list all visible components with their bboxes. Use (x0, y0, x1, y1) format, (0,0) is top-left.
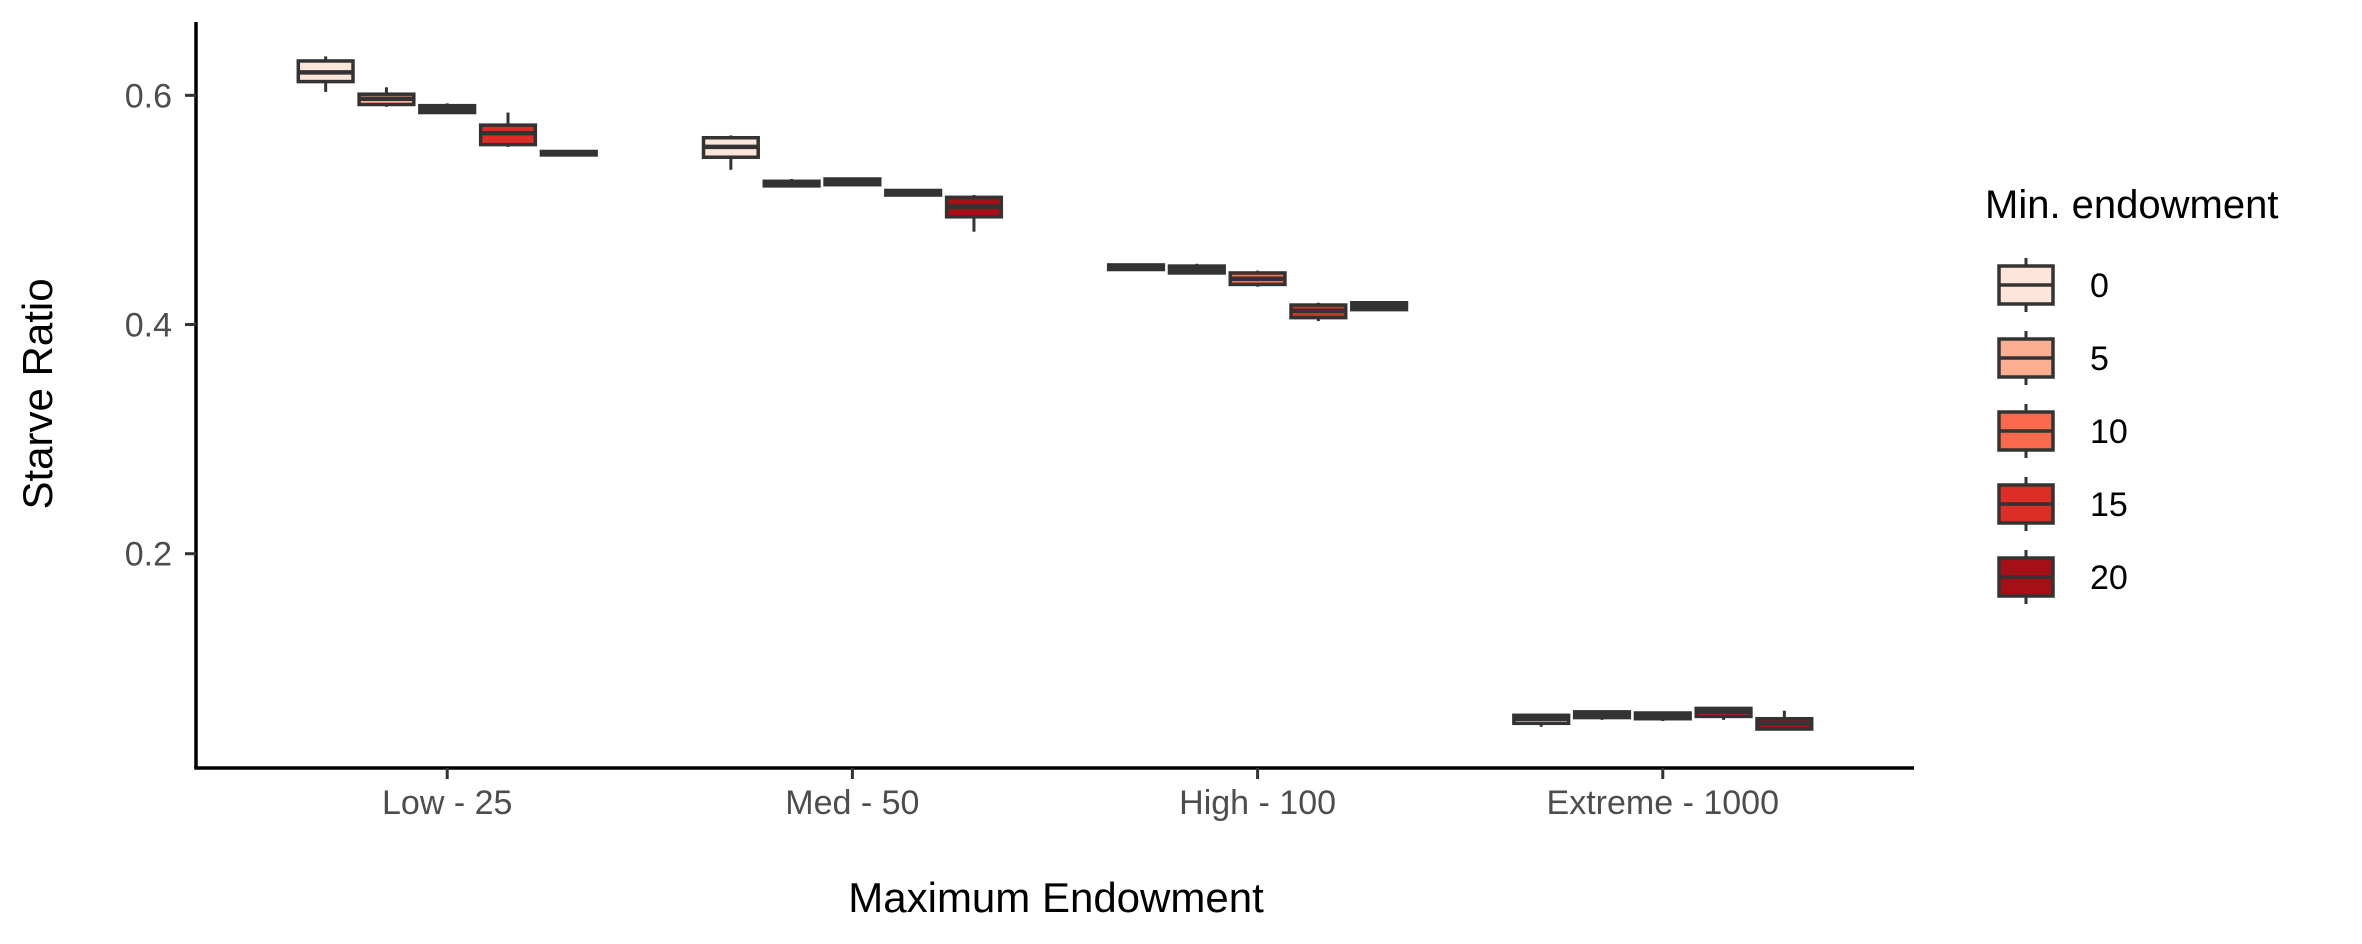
legend-label: 10 (2090, 413, 2128, 451)
box-20-2 (1350, 301, 1409, 312)
box-0-0 (296, 56, 355, 92)
box-5-3 (1572, 710, 1632, 720)
legend-item-10: 10 (1997, 404, 2128, 458)
x-tick-label: High - 100 (1179, 784, 1336, 822)
box-0-1 (701, 135, 760, 170)
y-axis-title: Starve Ratio (14, 278, 61, 509)
box-10-1 (823, 177, 882, 187)
legend-label: 15 (2090, 486, 2128, 524)
box-10-0 (418, 103, 477, 115)
legend-item-15: 15 (1997, 477, 2128, 531)
box-20-3 (1755, 710, 1814, 731)
box-15-2 (1289, 302, 1348, 322)
y-tick-label: 0.2 (125, 536, 172, 574)
y-tick-label: 0.6 (125, 77, 172, 115)
legend-item-0: 0 (1997, 258, 2109, 312)
box-5-2 (1167, 263, 1226, 275)
box-20-0 (539, 149, 598, 157)
box-5-0 (357, 87, 416, 107)
box-5-1 (762, 178, 821, 188)
x-axis-title: Maximum Endowment (848, 874, 1264, 921)
legend-label: 0 (2090, 267, 2109, 305)
box-10-2 (1228, 270, 1287, 287)
box-20-1 (944, 195, 1004, 232)
legend-label: 5 (2090, 340, 2109, 378)
legend-title: Min. endowment (1985, 183, 2278, 227)
x-tick-label: Low - 25 (382, 784, 512, 822)
box-15-1 (884, 188, 943, 197)
legend-label: 20 (2090, 559, 2128, 597)
legend-item-5: 5 (1997, 331, 2109, 385)
y-tick-label: 0.4 (125, 307, 172, 345)
legend: Min. endowment 0 5 10 15 20 (1985, 183, 2278, 604)
x-tick-label: Extreme - 1000 (1547, 784, 1779, 822)
legend-item-20: 20 (1997, 550, 2128, 604)
box-15-3 (1694, 706, 1753, 720)
box-15-0 (478, 112, 538, 147)
box-0-2 (1106, 263, 1166, 272)
axes: 0.2 0.4 0.6 Low - 25 Med - 50 High - 100 Extre… (125, 22, 1914, 822)
box-0-3 (1512, 713, 1571, 727)
plot-area (296, 56, 1814, 731)
x-tick-label: Med - 50 (785, 784, 919, 822)
box-10-3 (1633, 711, 1692, 722)
